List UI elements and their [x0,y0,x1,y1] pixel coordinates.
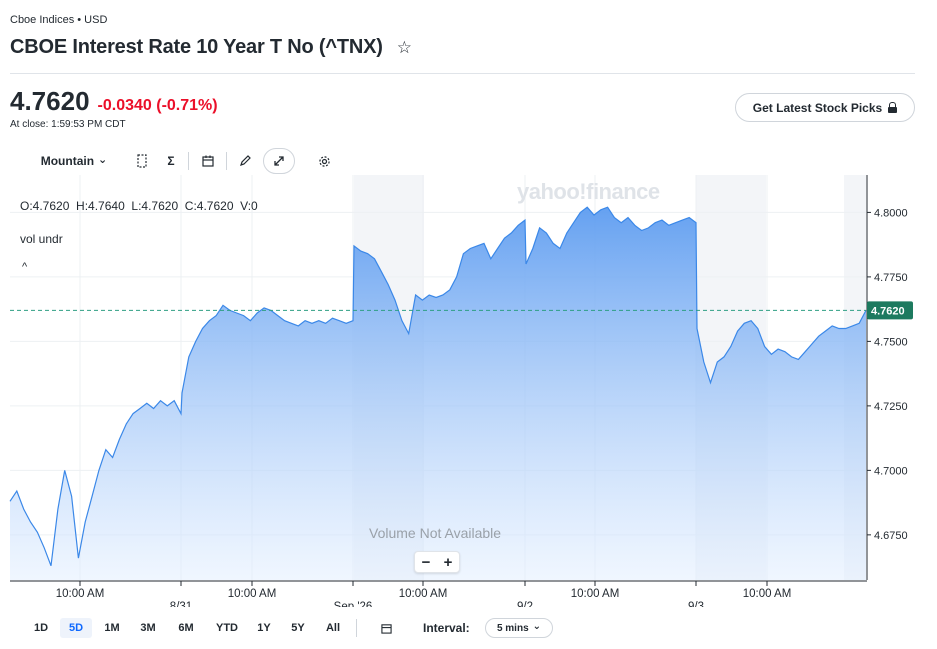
y-tick-label: 4.7250 [874,401,908,413]
interval-value: 5 mins [496,622,529,634]
volume-not-available: Volume Not Available [369,525,502,541]
x-date-label: 8/31 [170,601,192,607]
zoom-in-button[interactable]: + [443,553,453,571]
last-price-badge [867,301,913,320]
x-date-label: 9/2 [517,601,533,607]
compare-icon[interactable] [131,148,153,174]
price-change: -0.0340 (-0.71%) [97,97,218,114]
price-row: 4.7620 -0.0340 (-0.71%) [10,86,218,117]
exchange-label: Cboe Indices • USD [10,14,108,26]
range-1d[interactable]: 1D [33,622,49,634]
x-time-label: 10:00 AM [571,588,620,600]
zoom-controls: − + [414,551,460,573]
y-tick-label: 4.8000 [874,207,908,219]
price-line [9,206,867,567]
collapse-caret-icon[interactable]: ^ [22,261,28,273]
page-title: CBOE Interest Rate 10 Year T No (^TNX) [10,36,383,58]
chart-type-dropdown[interactable]: Mountain ⌄ [38,148,110,174]
x-date-label: Sep '26 [334,601,373,607]
chart-toolbar: Mountain ⌄ Σ [10,148,350,174]
star-icon[interactable]: ☆ [396,37,412,57]
x-time-label: 10:00 AM [228,588,277,600]
interval-dropdown[interactable]: 5 mins ⌄ [485,618,553,638]
range-selector: 1D 5D 1M 3M 6M YTD 1Y 5Y All [24,618,404,638]
range-divider [356,619,357,637]
current-price: 4.7620 [10,86,90,116]
ohlc-readout: O:4.7620 H:4.7640 L:4.7620 C:4.7620 V:0 [20,199,258,213]
range-5y[interactable]: 5Y [291,622,305,634]
toolbar-divider [226,152,227,170]
calendar-icon[interactable] [197,148,219,174]
price-chart[interactable]: 4.8000 4.7750 4.7500 4.7250 4.7000 4.6750 4.76… [0,175,937,613]
x-time-label: 10:00 AM [56,588,105,600]
range-3m[interactable]: 3M [140,622,156,634]
lock-icon [888,102,898,113]
study-label[interactable]: vol undr [20,232,63,246]
yahoo-finance-watermark: yahoo!finance [517,179,660,204]
draw-icon[interactable] [234,148,256,174]
x-time-label: 10:00 AM [399,588,448,600]
indicators-icon[interactable]: Σ [167,154,175,168]
range-1y[interactable]: 1Y [257,622,271,634]
title-row: CBOE Interest Rate 10 Year T No (^TNX) ☆ [10,36,412,59]
cta-label: Get Latest Stock Picks [752,100,883,115]
expand-icon[interactable] [263,148,295,174]
chevron-down-icon: ⌄ [532,620,542,632]
x-time-label: 10:00 AM [743,588,792,600]
y-tick-label: 4.6750 [874,530,908,542]
y-tick-label: 4.7750 [874,272,908,284]
chevron-down-icon: ⌄ [98,153,108,166]
header-divider [10,73,915,74]
settings-icon[interactable] [313,148,335,174]
range-all[interactable]: All [325,622,341,634]
toolbar-divider [188,152,189,170]
price-area [10,207,866,580]
range-5d[interactable]: 5D [60,618,92,638]
last-price-label: 4.7620 [871,305,905,317]
range-1m[interactable]: 1M [104,622,120,634]
chart-type-label: Mountain [40,154,95,168]
x-date-label: 9/3 [688,601,704,607]
range-ytd[interactable]: YTD [216,622,238,634]
zoom-out-button[interactable]: − [421,553,431,571]
interval-label: Interval: [423,621,470,635]
range-6m[interactable]: 6M [178,622,194,634]
chart-area[interactable]: 4.8000 4.7750 4.7500 4.7250 4.7000 4.6750 4.76… [0,175,937,613]
close-time: At close: 1:59:53 PM CDT [10,119,126,130]
calendar-range-icon[interactable] [374,618,398,638]
y-tick-label: 4.7000 [874,465,908,477]
y-tick-label: 4.7500 [874,336,908,348]
get-latest-stock-picks-button[interactable]: Get Latest Stock Picks [735,93,915,122]
